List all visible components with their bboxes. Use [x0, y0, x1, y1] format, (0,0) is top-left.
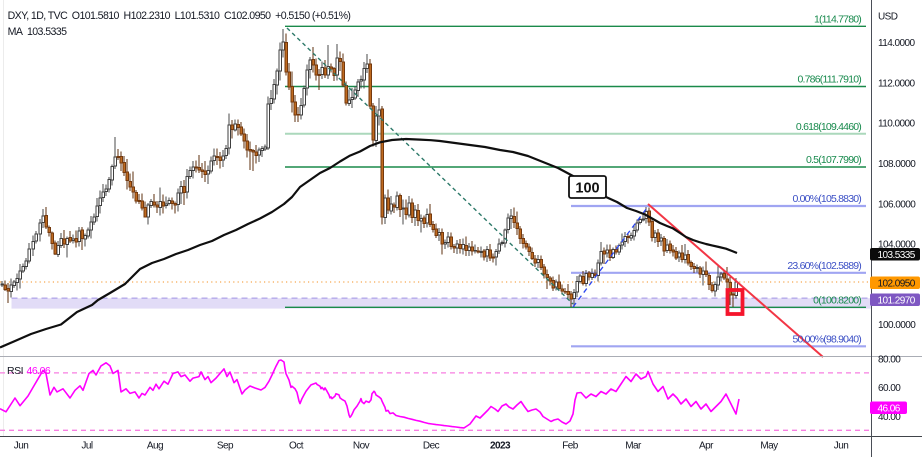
svg-text:60.00: 60.00 — [878, 383, 901, 394]
svg-text:Aug: Aug — [147, 441, 163, 452]
svg-text:Nov: Nov — [353, 441, 370, 452]
svg-text:104.0000: 104.0000 — [878, 240, 916, 251]
svg-text:100.0000: 100.0000 — [878, 320, 916, 331]
svg-text:Jun: Jun — [14, 441, 28, 452]
svg-text:2023: 2023 — [490, 441, 511, 452]
svg-text:50.00%(98.9040): 50.00%(98.9040) — [792, 333, 861, 345]
svg-text:0.786(111.7910): 0.786(111.7910) — [797, 74, 861, 86]
svg-text:Feb: Feb — [562, 441, 579, 452]
svg-text:102.0950: 102.0950 — [878, 279, 916, 290]
svg-text:112.0000: 112.0000 — [878, 78, 916, 89]
svg-text:RSI: RSI — [7, 365, 23, 377]
svg-text:DXY, 1D, TVC O101.5810 H102.: DXY, 1D, TVC O101.5810 H102.2310 L101.53… — [8, 10, 351, 22]
svg-text:Sep: Sep — [217, 441, 234, 452]
svg-text:Dec: Dec — [423, 441, 440, 452]
svg-text:80.00: 80.00 — [878, 354, 901, 365]
svg-text:MA 103.5335: MA 103.5335 — [8, 26, 67, 38]
svg-text:46.06: 46.06 — [27, 365, 51, 377]
svg-text:0(100.8200): 0(100.8200) — [813, 294, 861, 306]
svg-text:May: May — [760, 441, 778, 452]
svg-text:106.0000: 106.0000 — [878, 199, 916, 210]
svg-text:USD: USD — [878, 12, 898, 23]
svg-text:101.2970: 101.2970 — [878, 296, 916, 307]
svg-text:110.0000: 110.0000 — [878, 119, 916, 130]
svg-text:0.5(107.7990): 0.5(107.7990) — [806, 154, 861, 166]
svg-text:Mar: Mar — [625, 441, 642, 452]
svg-text:108.0000: 108.0000 — [878, 159, 916, 170]
svg-text:0.618(109.4460): 0.618(109.4460) — [796, 121, 861, 133]
svg-text:0.00%(105.8830): 0.00%(105.8830) — [792, 193, 861, 205]
svg-text:103.5335: 103.5335 — [878, 250, 916, 261]
svg-text:1(114.7780): 1(114.7780) — [814, 13, 861, 25]
svg-text:40.00: 40.00 — [878, 412, 901, 423]
svg-text:Apr: Apr — [699, 441, 714, 452]
svg-text:114.0000: 114.0000 — [878, 38, 916, 49]
svg-text:46.06: 46.06 — [878, 404, 901, 415]
svg-text:100: 100 — [575, 181, 599, 197]
svg-text:Jul: Jul — [81, 441, 92, 452]
svg-text:Jun: Jun — [834, 441, 848, 452]
svg-text:23.60%(102.5889): 23.60%(102.5889) — [787, 260, 861, 272]
svg-text:Oct: Oct — [289, 441, 304, 452]
